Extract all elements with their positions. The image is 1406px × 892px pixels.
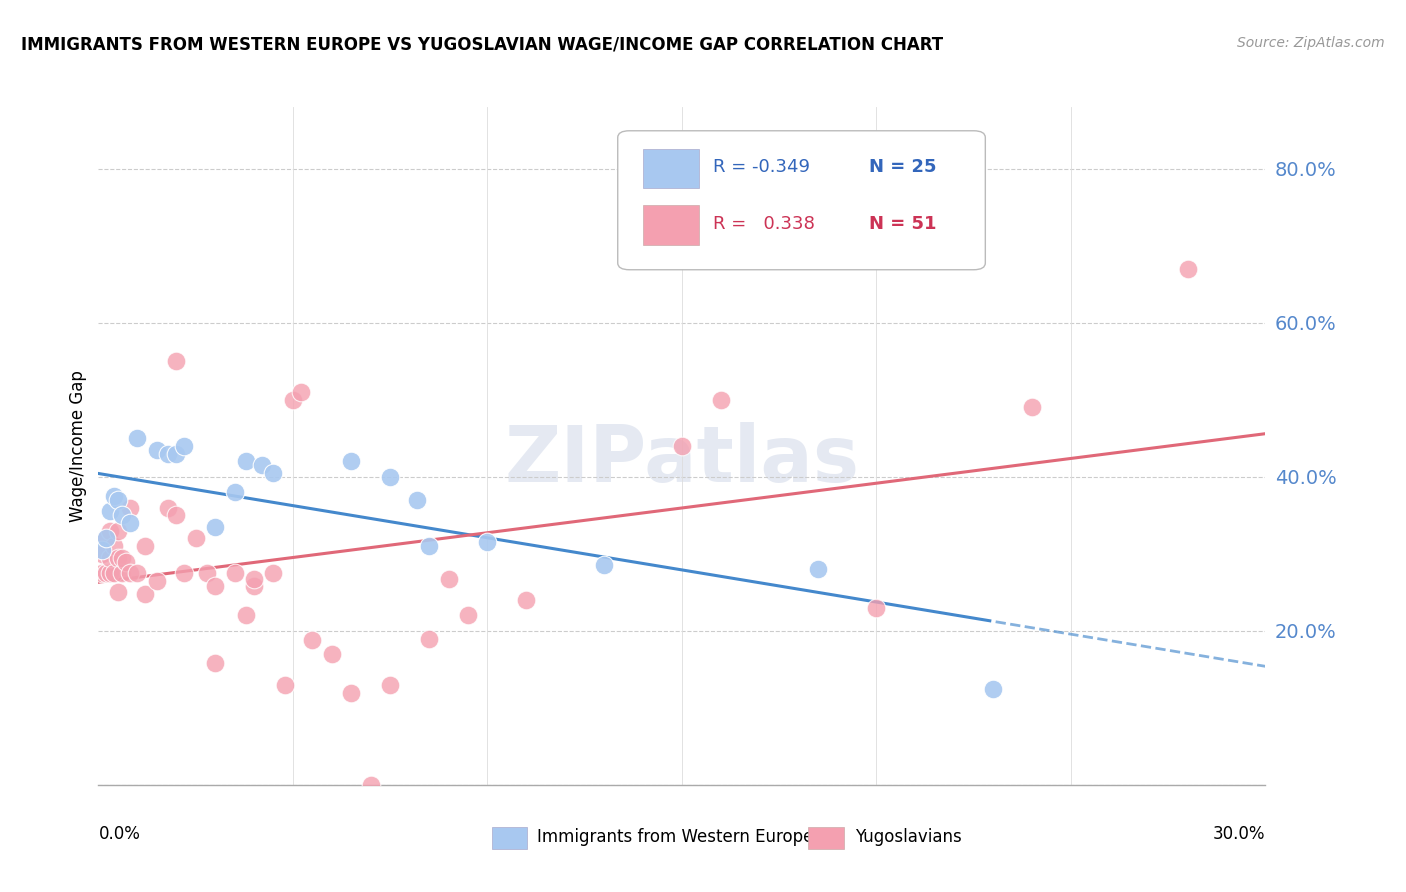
Point bbox=[157, 447, 180, 461]
Point bbox=[224, 485, 246, 500]
Point bbox=[262, 566, 284, 580]
Text: ZIPatlas: ZIPatlas bbox=[505, 422, 859, 498]
Point bbox=[406, 492, 429, 507]
Text: N = 25: N = 25 bbox=[869, 159, 936, 177]
Point bbox=[118, 516, 141, 530]
Point bbox=[807, 562, 830, 576]
Point bbox=[290, 385, 312, 400]
Point bbox=[380, 470, 402, 484]
Point bbox=[91, 543, 114, 558]
Text: R = -0.349: R = -0.349 bbox=[713, 159, 810, 177]
Point bbox=[184, 532, 207, 546]
Point bbox=[98, 550, 121, 565]
Point bbox=[250, 458, 273, 473]
Point bbox=[91, 547, 114, 561]
Text: 30.0%: 30.0% bbox=[1213, 825, 1265, 843]
Point bbox=[224, 566, 246, 580]
Point bbox=[91, 566, 114, 580]
Point bbox=[165, 508, 187, 523]
Text: R =   0.338: R = 0.338 bbox=[713, 215, 815, 233]
Point bbox=[340, 454, 363, 468]
Point bbox=[107, 550, 129, 565]
Point bbox=[235, 454, 257, 468]
Point bbox=[118, 500, 141, 515]
Point bbox=[165, 447, 187, 461]
Point bbox=[1021, 401, 1043, 415]
Bar bbox=[644, 205, 699, 244]
Point bbox=[243, 572, 266, 586]
Point bbox=[477, 535, 499, 549]
Point bbox=[321, 647, 343, 661]
Point bbox=[157, 500, 180, 515]
Point bbox=[710, 392, 733, 407]
Point bbox=[146, 574, 169, 588]
Point bbox=[127, 566, 149, 580]
Point bbox=[96, 566, 118, 580]
Point bbox=[98, 504, 121, 518]
Point bbox=[107, 492, 129, 507]
Point bbox=[195, 566, 218, 580]
Point bbox=[111, 566, 134, 580]
Point bbox=[281, 392, 304, 407]
Y-axis label: Wage/Income Gap: Wage/Income Gap bbox=[69, 370, 87, 522]
Point bbox=[437, 572, 460, 586]
Point bbox=[593, 558, 616, 573]
Point bbox=[173, 439, 195, 453]
Bar bbox=[644, 149, 699, 188]
Point bbox=[103, 539, 125, 553]
Point bbox=[118, 566, 141, 580]
Point bbox=[134, 539, 156, 553]
Point bbox=[340, 685, 363, 699]
Point bbox=[1177, 261, 1199, 276]
Point bbox=[981, 681, 1004, 696]
Text: Source: ZipAtlas.com: Source: ZipAtlas.com bbox=[1237, 36, 1385, 50]
Point bbox=[127, 431, 149, 445]
Point bbox=[103, 489, 125, 503]
Point bbox=[204, 657, 226, 671]
Point bbox=[165, 354, 187, 368]
Point bbox=[103, 566, 125, 580]
Point bbox=[96, 532, 118, 546]
Point bbox=[360, 778, 382, 792]
Point bbox=[111, 550, 134, 565]
Text: Immigrants from Western Europe: Immigrants from Western Europe bbox=[537, 828, 814, 847]
Point bbox=[146, 442, 169, 457]
Point bbox=[107, 524, 129, 538]
Point bbox=[107, 585, 129, 599]
Point bbox=[380, 678, 402, 692]
Point bbox=[111, 508, 134, 523]
Point bbox=[96, 532, 118, 546]
Point bbox=[418, 632, 440, 646]
Point bbox=[418, 539, 440, 553]
Point bbox=[134, 587, 156, 601]
Point bbox=[173, 566, 195, 580]
Point bbox=[301, 633, 323, 648]
Text: N = 51: N = 51 bbox=[869, 215, 936, 233]
Point bbox=[262, 466, 284, 480]
Point bbox=[274, 678, 297, 692]
Point bbox=[204, 520, 226, 534]
Point bbox=[98, 566, 121, 580]
Point bbox=[98, 524, 121, 538]
Text: IMMIGRANTS FROM WESTERN EUROPE VS YUGOSLAVIAN WAGE/INCOME GAP CORRELATION CHART: IMMIGRANTS FROM WESTERN EUROPE VS YUGOSL… bbox=[21, 36, 943, 54]
Point bbox=[865, 600, 887, 615]
Point bbox=[204, 579, 226, 593]
Point bbox=[114, 555, 136, 569]
Text: 0.0%: 0.0% bbox=[98, 825, 141, 843]
Point bbox=[235, 608, 257, 623]
Point bbox=[671, 439, 693, 453]
FancyBboxPatch shape bbox=[617, 131, 986, 269]
Point bbox=[515, 593, 537, 607]
Point bbox=[243, 579, 266, 593]
Text: Yugoslavians: Yugoslavians bbox=[855, 828, 962, 847]
Point bbox=[457, 608, 479, 623]
